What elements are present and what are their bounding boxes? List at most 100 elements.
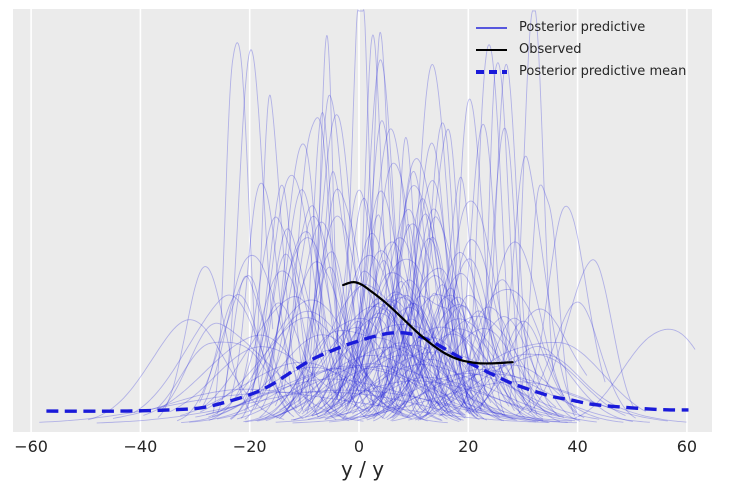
posterior-predictive-curve bbox=[169, 346, 369, 413]
posterior-predictive-curve bbox=[195, 378, 577, 424]
posterior-predictive-curve bbox=[372, 292, 466, 422]
posterior-predictive-curve bbox=[528, 259, 635, 414]
posterior-predictive-curve bbox=[326, 312, 446, 412]
posterior-predictive-curve bbox=[373, 158, 458, 417]
posterior-predictive-curve bbox=[366, 369, 650, 423]
posterior-predictive-curve bbox=[381, 213, 477, 419]
posterior-predictive-curve bbox=[264, 349, 409, 419]
posterior-predictive-curve bbox=[386, 287, 482, 421]
posterior-predictive-curve bbox=[502, 155, 578, 413]
posterior-predictive-curve bbox=[346, 306, 458, 405]
posterior-predictive-curve bbox=[211, 334, 422, 418]
posterior-predictive-curve bbox=[457, 123, 506, 380]
observed-curve bbox=[342, 280, 514, 365]
posterior-predictive-curve bbox=[223, 49, 274, 397]
posterior-predictive-curve bbox=[319, 342, 536, 423]
posterior-predictive-curve bbox=[298, 188, 385, 415]
posterior-predictive-curve bbox=[243, 330, 443, 423]
posterior-predictive-curve bbox=[208, 270, 337, 421]
posterior-predictive-curve bbox=[354, 237, 448, 408]
posterior-predictive-curve bbox=[376, 302, 469, 411]
posterior-predictive-curve bbox=[289, 251, 363, 399]
posterior-predictive-curve bbox=[371, 185, 456, 405]
ppc-chart-canvas bbox=[30, 9, 696, 432]
posterior-predictive-curve bbox=[216, 363, 467, 420]
posterior-predictive-curve bbox=[255, 346, 490, 422]
posterior-predictive-curve bbox=[159, 322, 364, 422]
posterior-predictive-curve bbox=[255, 231, 338, 403]
posterior-predictive-curve bbox=[436, 341, 646, 412]
posterior-predictive-curve bbox=[392, 128, 479, 417]
posterior-predictive-curve bbox=[181, 366, 379, 424]
posterior-predictive-curve bbox=[390, 294, 492, 421]
legend-item-posterior-predictive: Posterior predictive bbox=[476, 17, 686, 39]
x-tick-label-40: 40 bbox=[567, 437, 588, 456]
posterior-predictive-curve bbox=[240, 184, 309, 419]
x-axis-label: y / y bbox=[340, 457, 385, 481]
posterior-predictive-curve bbox=[330, 380, 580, 420]
posterior-predictive-curve bbox=[306, 171, 375, 414]
posterior-predictive-curve bbox=[475, 320, 576, 414]
posterior-predictive-curve bbox=[199, 294, 295, 418]
posterior-predictive-curve bbox=[323, 232, 423, 411]
posterior-predictive-curve bbox=[229, 228, 342, 420]
posterior-predictive-curve bbox=[317, 297, 500, 418]
posterior-predictive-curve bbox=[418, 239, 544, 420]
posterior-predictive-curve bbox=[391, 364, 624, 423]
posterior-predictive-mean-curve bbox=[46, 330, 689, 413]
posterior-predictive-curve bbox=[479, 308, 588, 408]
x-tick-label--20: −20 bbox=[232, 437, 267, 456]
posterior-predictive-curve bbox=[419, 310, 515, 421]
x-tick-label-20: 20 bbox=[458, 437, 479, 456]
posterior-predictive-curve bbox=[265, 285, 406, 422]
posterior-predictive-curve bbox=[371, 333, 549, 423]
posterior-predictive-curve bbox=[279, 305, 462, 415]
posterior-predictive-curve bbox=[267, 143, 338, 414]
posterior-predictive-curve bbox=[272, 326, 400, 416]
legend-label: Observed bbox=[519, 42, 582, 57]
posterior-predictive-curve bbox=[324, 293, 470, 420]
posterior-predictive-curve bbox=[417, 294, 544, 421]
posterior-predictive-curve bbox=[480, 62, 525, 401]
x-axis-tick-labels: −60 −40 −20 0 20 40 60 bbox=[0, 437, 731, 457]
posterior-predictive-curve bbox=[389, 296, 496, 419]
posterior-predictive-curve bbox=[310, 35, 343, 408]
posterior-predictive-curve bbox=[383, 198, 475, 417]
posterior-predictive-curve bbox=[282, 365, 568, 423]
posterior-predictive-curve bbox=[331, 250, 464, 421]
posterior-predictive-curve bbox=[176, 275, 291, 422]
posterior-predictive-curve bbox=[260, 205, 338, 410]
posterior-predictive-curve bbox=[366, 318, 553, 421]
posterior-predictive-curve bbox=[350, 59, 412, 402]
posterior-predictive-curve bbox=[304, 344, 471, 412]
x-tick-label--60: −60 bbox=[14, 437, 48, 456]
posterior-predictive-curve bbox=[405, 236, 479, 417]
posterior-predictive-curve bbox=[329, 373, 613, 423]
posterior-predictive-curve bbox=[260, 261, 395, 414]
legend-item-posterior-predictive-mean: Posterior predictive mean bbox=[476, 61, 686, 83]
posterior-predictive-curve bbox=[336, 270, 406, 406]
x-tick-label-0: 0 bbox=[353, 437, 365, 456]
posterior-predictive-curve bbox=[143, 334, 348, 418]
posterior-predictive-curve bbox=[367, 267, 501, 418]
posterior-predictive-curve bbox=[245, 354, 453, 423]
posterior-predictive-curve bbox=[349, 346, 505, 419]
posterior-predictive-curve bbox=[314, 291, 464, 415]
posterior-predictive-curve bbox=[311, 324, 505, 422]
posterior-predictive-curve bbox=[216, 275, 304, 420]
posterior-predictive-curve bbox=[311, 189, 404, 417]
posterior-predictive-curve bbox=[390, 137, 422, 380]
posterior-predictive-curve bbox=[394, 142, 471, 415]
posterior-predictive-curve bbox=[259, 221, 386, 420]
posterior-predictive-curve bbox=[301, 254, 418, 415]
posterior-predictive-curve bbox=[352, 279, 483, 415]
posterior-predictive-curve bbox=[264, 237, 368, 420]
posterior-predictive-curve bbox=[466, 127, 533, 412]
posterior-predictive-curve bbox=[334, 197, 396, 410]
posterior-predictive-curve bbox=[377, 295, 462, 421]
posterior-predictive-curve bbox=[408, 328, 557, 414]
posterior-predictive-curve bbox=[353, 300, 438, 412]
posterior-predictive-curve bbox=[323, 298, 422, 417]
posterior-predictive-curve bbox=[325, 376, 576, 422]
posterior-predictive-curve bbox=[367, 275, 482, 412]
